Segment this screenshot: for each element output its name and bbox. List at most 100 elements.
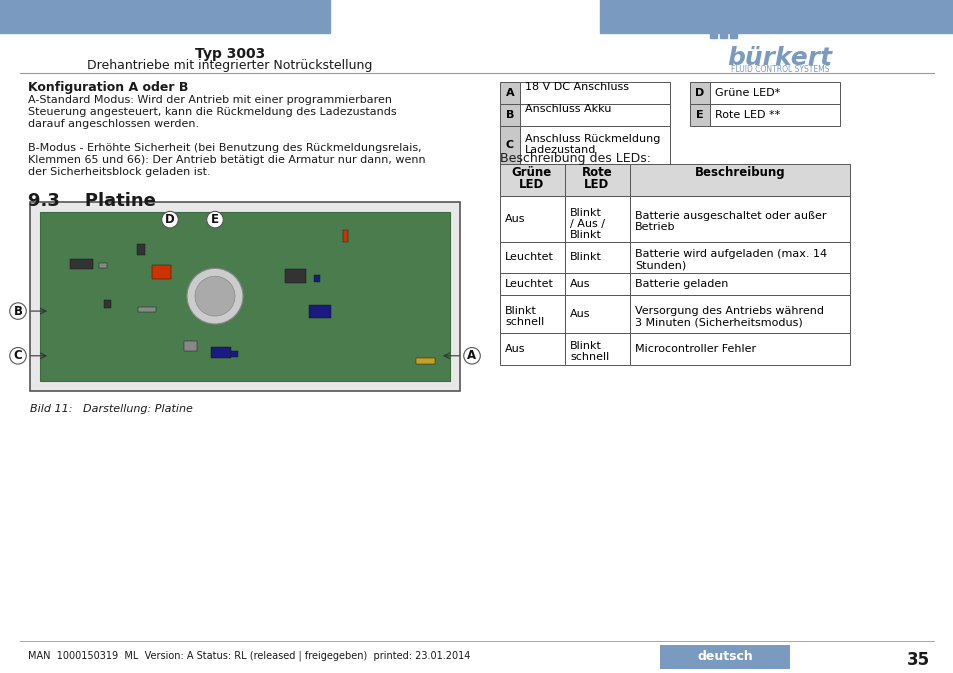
Text: Aus: Aus [569, 309, 590, 319]
Text: Stunden): Stunden) [635, 260, 685, 271]
Bar [564, 164, 629, 196]
Text: darauf angeschlossen werden.: darauf angeschlossen werden. [28, 119, 199, 129]
Text: Anschluss Akku: Anschluss Akku [524, 104, 611, 114]
Bar [499, 164, 564, 196]
Text: B: B [13, 305, 23, 318]
Text: D: D [695, 88, 704, 98]
Text: C: C [505, 140, 514, 150]
Text: Anschluss Rückmeldung: Anschluss Rückmeldung [524, 134, 659, 144]
Text: 9.3    Platine: 9.3 Platine [28, 192, 155, 210]
Bar [689, 104, 709, 127]
Bar [30, 202, 459, 390]
Text: B: B [505, 110, 514, 120]
Bar [199, 308, 205, 319]
Text: FLUID CONTROL SYSTEMS: FLUID CONTROL SYSTEMS [730, 65, 828, 73]
Text: Blinkt: Blinkt [569, 229, 601, 240]
Text: Grüne LED*: Grüne LED* [714, 88, 780, 98]
Bar [629, 164, 849, 196]
Bar [629, 295, 849, 333]
Bar [343, 229, 348, 242]
Bar [729, 31, 737, 38]
Text: D: D [165, 213, 174, 226]
Bar [564, 196, 629, 242]
Bar [40, 212, 450, 381]
Text: A: A [467, 349, 476, 362]
Bar [564, 273, 629, 295]
Bar [519, 104, 669, 127]
Text: Aus: Aus [504, 213, 525, 223]
Bar [499, 242, 564, 273]
Text: Blinkt: Blinkt [569, 208, 601, 217]
Bar [70, 259, 92, 269]
Text: / Aus /: / Aus / [569, 219, 604, 229]
Text: A-Standard Modus: Wird der Antrieb mit einer programmierbaren: A-Standard Modus: Wird der Antrieb mit e… [28, 96, 392, 106]
Text: Batterie wird aufgeladen (max. 14: Batterie wird aufgeladen (max. 14 [635, 250, 826, 259]
Circle shape [194, 277, 234, 316]
Text: deutsch: deutsch [697, 650, 752, 664]
Text: A: A [505, 88, 514, 98]
Text: Blinkt: Blinkt [504, 306, 537, 316]
Bar [211, 347, 231, 358]
Text: Blinkt: Blinkt [569, 252, 601, 262]
Text: Beschreibung des LEDs:: Beschreibung des LEDs: [499, 152, 650, 165]
Text: LED: LED [584, 178, 609, 191]
Bar [137, 244, 145, 256]
Bar [689, 83, 709, 104]
Bar [138, 307, 156, 312]
Text: Aus: Aus [569, 279, 590, 289]
Text: Steuerung angesteuert, kann die Rückmeldung des Ladezustands: Steuerung angesteuert, kann die Rückmeld… [28, 107, 396, 117]
Bar [416, 358, 435, 363]
Text: E: E [696, 110, 703, 120]
Text: Betrieb: Betrieb [635, 221, 675, 232]
Bar [104, 300, 111, 308]
Bar [219, 351, 237, 357]
Bar [519, 83, 669, 104]
Text: LED: LED [518, 178, 544, 191]
Circle shape [187, 269, 243, 324]
Bar [184, 341, 196, 351]
Text: Blinkt: Blinkt [569, 341, 601, 351]
Bar [720, 31, 726, 38]
Bar [564, 333, 629, 365]
Bar [0, 0, 330, 33]
Bar [709, 104, 840, 127]
Bar [314, 275, 319, 282]
Bar [519, 127, 669, 164]
Bar [499, 127, 519, 164]
Bar [659, 645, 789, 669]
Bar [499, 273, 564, 295]
Text: Rote LED **: Rote LED ** [714, 110, 780, 120]
Text: Aus: Aus [504, 344, 525, 354]
Text: Beschreibung: Beschreibung [694, 166, 784, 180]
Text: Grüne: Grüne [512, 166, 552, 180]
Text: Leuchtet: Leuchtet [504, 279, 554, 289]
Bar [709, 31, 717, 38]
Text: Batterie ausgeschaltet oder außer: Batterie ausgeschaltet oder außer [635, 211, 825, 221]
Text: Drehantriebe mit integrierter Notrückstellung: Drehantriebe mit integrierter Notrückste… [88, 59, 373, 71]
Text: schnell: schnell [569, 352, 609, 362]
Bar [599, 0, 953, 33]
Bar [709, 83, 840, 104]
Bar [629, 242, 849, 273]
Text: B-Modus - Erhöhte Sicherheit (bei Benutzung des Rückmeldungsrelais,: B-Modus - Erhöhte Sicherheit (bei Benutz… [28, 143, 421, 153]
Bar [285, 269, 306, 283]
Text: Ladezustand: Ladezustand [524, 145, 596, 155]
Text: C: C [13, 349, 22, 362]
Bar [309, 305, 331, 318]
Text: MAN  1000150319  ML  Version: A Status: RL (released | freigegeben)  printed: 23: MAN 1000150319 ML Version: A Status: RL … [28, 651, 470, 662]
Text: der Sicherheitsblock geladen ist.: der Sicherheitsblock geladen ist. [28, 167, 211, 177]
Bar [499, 295, 564, 333]
Text: Typ 3003: Typ 3003 [194, 46, 265, 61]
Text: Konfiguration A oder B: Konfiguration A oder B [28, 81, 188, 94]
Bar [152, 265, 171, 279]
Text: Klemmen 65 und 66): Der Antrieb betätigt die Armatur nur dann, wenn: Klemmen 65 und 66): Der Antrieb betätigt… [28, 155, 425, 165]
Text: E: E [211, 213, 219, 226]
Text: bürkert: bürkert [727, 46, 832, 70]
Text: Leuchtet: Leuchtet [504, 252, 554, 262]
Text: Batterie geladen: Batterie geladen [635, 279, 727, 289]
Text: 18 V DC Anschluss: 18 V DC Anschluss [524, 83, 628, 92]
Bar [629, 196, 849, 242]
Text: Versorgung des Antriebs während: Versorgung des Antriebs während [635, 306, 823, 316]
Bar [99, 263, 107, 269]
Text: schnell: schnell [504, 317, 543, 327]
